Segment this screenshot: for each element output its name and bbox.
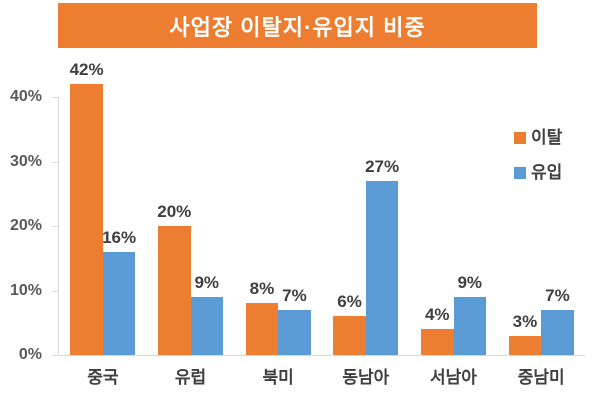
legend-swatch-inflow-icon xyxy=(514,167,526,179)
bar-유입-동남아 xyxy=(365,181,399,355)
y-axis-line xyxy=(58,97,59,355)
legend-swatch-leave-icon xyxy=(514,132,526,144)
bar-유입-중국 xyxy=(102,252,136,355)
bar-value-label: 6% xyxy=(337,292,362,311)
category-label-중국: 중국 xyxy=(87,368,119,387)
bar-value-label: 7% xyxy=(282,286,307,305)
bar-value-label: 3% xyxy=(512,312,538,331)
bar-이탈-중남미 xyxy=(508,336,542,355)
bar-유입-중남미 xyxy=(541,310,574,355)
bar-value-label: 16% xyxy=(102,228,137,247)
category-label-동남아: 동남아 xyxy=(342,368,390,387)
bar-유입-북미 xyxy=(278,310,311,355)
bar-value-label: 9% xyxy=(457,273,483,292)
chart-title-banner: 사업장 이탈지·유입지 비중 xyxy=(58,3,537,48)
bar-value-label: 42% xyxy=(69,60,104,79)
bar-value-label: 8% xyxy=(249,279,275,298)
y-tick-label: 40% xyxy=(9,88,42,105)
y-tick-label: 0% xyxy=(18,346,42,363)
category-label-유럽: 유럽 xyxy=(174,368,207,387)
legend-label-leave: 이탈 xyxy=(531,128,563,147)
category-label-서남아: 서남아 xyxy=(430,368,477,387)
category-label-북미: 북미 xyxy=(262,368,294,387)
bar-이탈-북미 xyxy=(245,303,279,355)
y-axis-tick xyxy=(52,226,58,227)
y-tick-label: 30% xyxy=(9,152,42,170)
bar-유입-유럽 xyxy=(190,297,223,355)
y-axis-tick xyxy=(52,355,58,356)
legend-label-inflow: 유입 xyxy=(531,163,563,182)
bar-이탈-동남아 xyxy=(333,316,366,355)
y-tick-label: 20% xyxy=(9,217,42,234)
bar-이탈-중국 xyxy=(70,84,103,355)
category-label-중남미: 중남미 xyxy=(517,368,565,387)
legend: 이탈 유입 xyxy=(514,128,562,198)
y-axis-tick xyxy=(52,161,58,163)
bar-유입-서남아 xyxy=(453,297,486,355)
bar-이탈-서남아 xyxy=(421,329,454,355)
x-axis-line xyxy=(59,355,585,356)
bar-value-label: 27% xyxy=(365,157,400,176)
y-axis-tick xyxy=(52,290,58,292)
y-tick-label: 10% xyxy=(9,281,42,299)
bar-이탈-유럽 xyxy=(158,226,191,355)
y-axis-tick xyxy=(52,97,58,98)
legend-item-inflow: 유입 xyxy=(514,163,562,183)
legend-item-leave: 이탈 xyxy=(514,128,562,148)
bar-value-label: 20% xyxy=(157,202,192,221)
bar-value-label: 9% xyxy=(194,273,220,292)
chart-title: 사업장 이탈지·유입지 비중 xyxy=(169,14,426,40)
bar-value-label: 7% xyxy=(545,286,570,305)
bar-value-label: 4% xyxy=(424,305,450,324)
